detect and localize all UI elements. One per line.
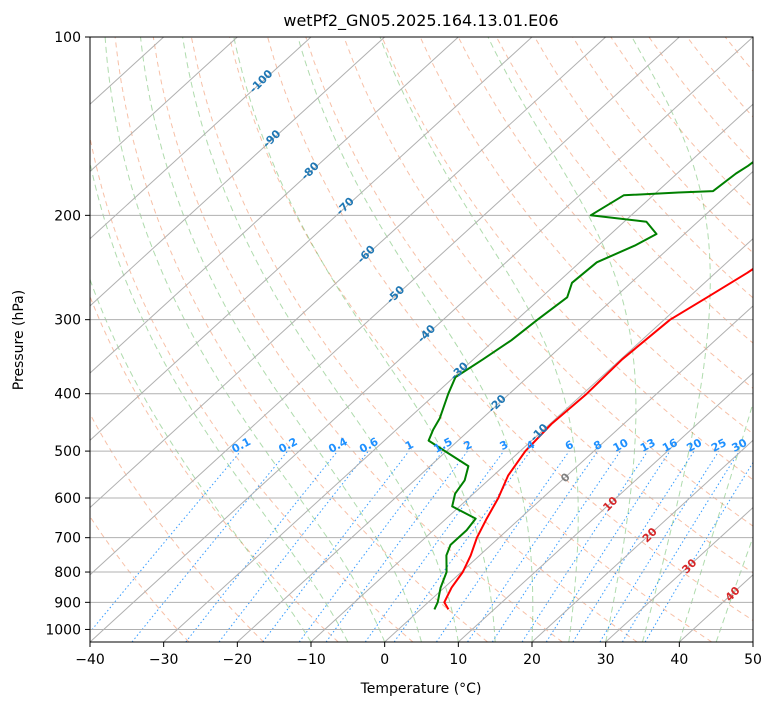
x-axis-label: Temperature (°C) <box>360 681 482 697</box>
mixing-ratio-line <box>298 450 444 642</box>
mixing-ratio-label: 25 <box>709 436 729 455</box>
dry-adiabat <box>763 37 775 642</box>
dewpoint-profile <box>427 160 753 610</box>
mixing-ratio-line <box>262 450 410 642</box>
mixing-ratio-line <box>364 450 505 642</box>
dry-adiabat <box>343 37 753 527</box>
isotherm <box>90 37 753 642</box>
isotherm <box>605 506 753 642</box>
isotherm <box>90 37 680 576</box>
isotherm <box>90 37 459 374</box>
moist-adiabat <box>104 37 386 642</box>
y-tick-label: 700 <box>54 531 81 547</box>
x-tick-label: 40 <box>670 652 688 668</box>
dry-adiabat <box>90 295 339 642</box>
mixing-ratio-label: 10 <box>611 436 631 455</box>
y-tick-label: 800 <box>54 565 81 581</box>
mixing-ratio-line <box>521 450 649 642</box>
dry-adiabat <box>267 37 753 622</box>
dry-adiabat <box>495 37 753 344</box>
mixing-ratio-line <box>572 450 695 642</box>
mixing-ratio-line <box>435 450 570 642</box>
moist-adiabat <box>140 37 422 642</box>
x-tick-label: −30 <box>149 652 179 668</box>
mixing-ratio-line <box>545 450 671 642</box>
chart-title: wetPf2_GN05.2025.164.13.01.E06 <box>283 11 558 31</box>
moist-adiabat <box>90 160 349 642</box>
moist-adiabat <box>715 535 753 642</box>
isotherm <box>90 37 386 307</box>
y-tick-label: 600 <box>54 491 81 507</box>
moist-adiabat <box>379 37 579 642</box>
grid-lines <box>90 37 753 642</box>
isotherm <box>457 372 753 642</box>
isotherm <box>752 641 753 642</box>
moist-adiabat <box>631 37 711 642</box>
dry-adiabat <box>229 37 712 642</box>
dry-adiabat <box>152 37 563 642</box>
mixing-ratio-line <box>491 450 621 642</box>
isotherm <box>90 37 312 240</box>
moist-adiabat <box>678 401 753 642</box>
y-tick-label: 900 <box>54 595 81 611</box>
x-tick-label: −20 <box>223 652 253 668</box>
mixing-ratio-line <box>185 450 338 642</box>
mixing-ratio-line <box>131 450 288 642</box>
dry-adiabat <box>190 37 638 642</box>
x-tick-label: 0 <box>380 652 389 668</box>
x-tick-label: 20 <box>523 652 541 668</box>
isotherm <box>163 103 753 642</box>
mixing-ratio-label: 16 <box>660 436 680 455</box>
mixing-ratio-label: 13 <box>638 436 658 455</box>
y-tick-label: 1000 <box>45 622 81 638</box>
x-tick-label: 10 <box>449 652 467 668</box>
isotherm <box>90 37 607 509</box>
y-axis: 100 200 300 400 500 600 700 800 900 1000 <box>45 30 90 638</box>
y-tick-label: 400 <box>54 387 81 403</box>
dry-adiabat <box>305 37 753 574</box>
y-tick-label: 100 <box>54 30 81 46</box>
isotherm <box>310 237 753 642</box>
x-tick-label: −10 <box>296 652 326 668</box>
y-tick-label: 300 <box>54 313 81 329</box>
dry-adiabat <box>457 37 753 389</box>
mixing-ratio-label: 20 <box>684 436 704 455</box>
x-tick-label: 30 <box>597 652 615 668</box>
temperature-profile <box>443 267 753 610</box>
dry-adiabat <box>90 515 190 642</box>
isotherm <box>384 305 753 642</box>
x-axis: −40 −30 −20 −10 0 10 20 30 40 50 <box>75 642 762 668</box>
isotherm <box>90 37 533 442</box>
isotherm <box>90 37 238 173</box>
dry-adiabat <box>90 412 264 642</box>
moist-adiabat <box>233 37 496 642</box>
plot-frame <box>89 36 754 643</box>
series-lines <box>427 160 753 610</box>
mixing-ratio-line <box>621 450 740 642</box>
y-tick-label: 200 <box>54 208 81 224</box>
background-lines <box>90 37 775 642</box>
mixing-ratio-line <box>325 450 468 642</box>
mixing-ratio-line <box>467 450 599 642</box>
isotherm <box>531 439 753 642</box>
y-tick-label: 500 <box>54 444 81 460</box>
x-tick-label: −40 <box>75 652 105 668</box>
y-axis-label: Pressure (hPa) <box>11 290 27 390</box>
moist-adiabat <box>487 37 637 642</box>
moist-adiabat <box>182 37 459 642</box>
isotherm <box>236 170 753 642</box>
x-tick-label: 50 <box>744 652 762 668</box>
moist-adiabat <box>297 37 534 642</box>
mixing-ratio-label: 30 <box>730 436 750 455</box>
mixing-ratio-line <box>90 450 242 633</box>
